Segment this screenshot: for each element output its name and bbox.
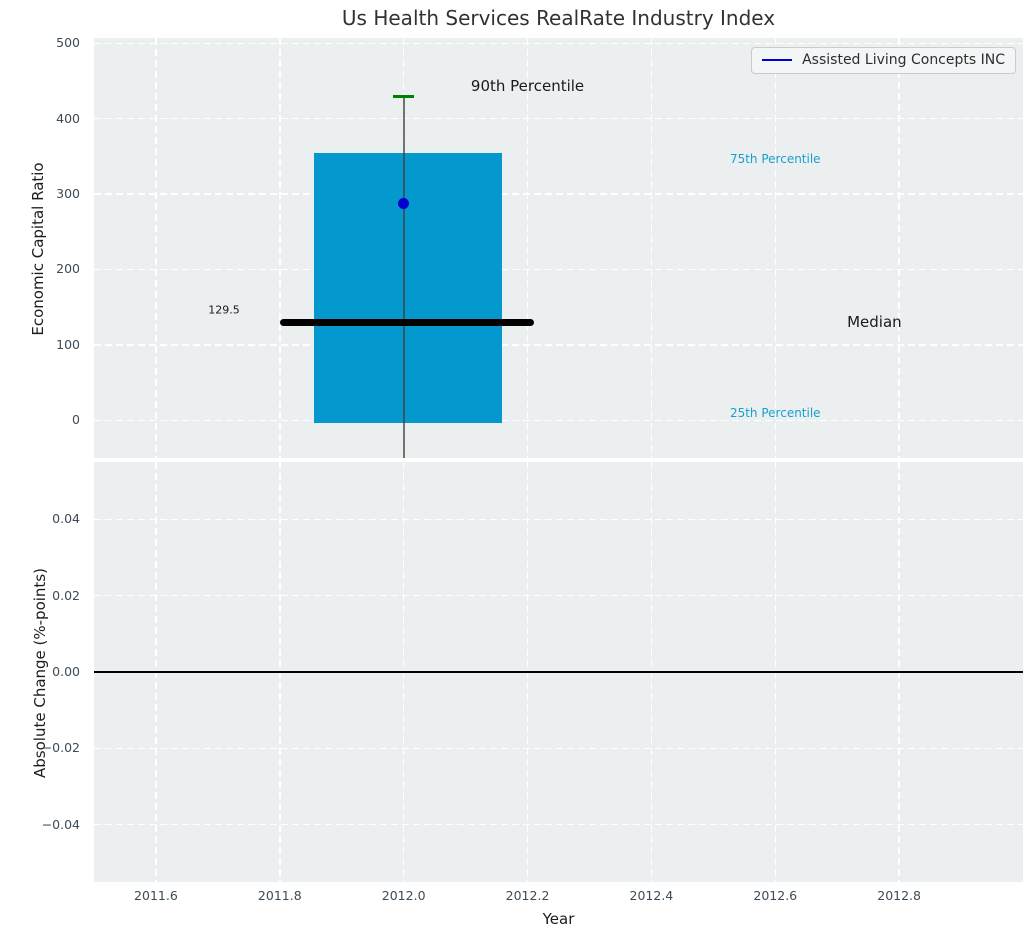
tick-label-y: 100 <box>56 336 80 352</box>
tick-label-x: 2012.6 <box>753 888 798 903</box>
gridline-y <box>94 747 1023 750</box>
whisker-cap <box>393 94 415 99</box>
annotation: 90th Percentile <box>470 77 585 96</box>
tick-label-y: −0.02 <box>41 740 80 756</box>
box <box>313 152 502 423</box>
median-line <box>279 319 534 327</box>
bottom-axes <box>94 462 1023 882</box>
gridline-y <box>94 419 1023 422</box>
tick-label-x: 2012.8 <box>877 888 921 903</box>
gridline-x <box>898 38 900 458</box>
y-axis-label-top: Economic Capital Ratio <box>29 162 47 336</box>
legend: Assisted Living Concepts INC <box>751 47 1016 74</box>
gridline-x <box>650 38 653 458</box>
tick-label-y: 0 <box>72 412 80 428</box>
gridline-y <box>94 268 1023 271</box>
gridline-y <box>94 594 1023 597</box>
tick-label-y: 300 <box>56 186 80 202</box>
data-point <box>398 197 410 209</box>
tick-label-y: 200 <box>56 261 80 277</box>
zero-line <box>94 671 1023 673</box>
annotation: 75th Percentile <box>729 151 821 166</box>
tick-label-y: 500 <box>56 35 80 51</box>
top-axes: Assisted Living Concepts INC 90th Percen… <box>94 38 1023 458</box>
tick-label-y: 0.00 <box>52 664 80 679</box>
tick-label-x: 2011.8 <box>257 888 302 903</box>
annotation: Median <box>847 312 902 331</box>
tick-label-x: 2012.4 <box>629 888 674 903</box>
tick-label-y: 400 <box>56 110 80 126</box>
tick-label-x: 2012.0 <box>381 888 426 903</box>
tick-label-y: −0.04 <box>41 816 80 832</box>
gridline-x <box>526 38 529 458</box>
gridline-y <box>94 823 1023 826</box>
gridline-y <box>94 42 1023 45</box>
x-axis-label: Year <box>542 910 575 928</box>
gridline-x <box>279 38 281 458</box>
gridline-x <box>774 38 777 458</box>
whisker <box>402 96 405 458</box>
chart-title: Us Health Services RealRate Industry Ind… <box>341 6 776 30</box>
gridline-y <box>94 117 1023 120</box>
legend-line-sample <box>762 59 793 61</box>
gridline-y <box>94 344 1023 346</box>
gridline-x <box>155 38 157 458</box>
gridline-y <box>94 518 1023 521</box>
tick-label-x: 2011.6 <box>134 888 178 903</box>
annotation: 25th Percentile <box>729 405 821 420</box>
tick-label-y: 0.04 <box>52 511 80 527</box>
tick-label-x: 2012.2 <box>505 888 550 903</box>
tick-label-y: 0.02 <box>52 587 80 603</box>
annotation: 129.5 <box>208 303 240 317</box>
gridline-y <box>94 193 1023 195</box>
legend-label: Assisted Living Concepts INC <box>802 52 1005 68</box>
